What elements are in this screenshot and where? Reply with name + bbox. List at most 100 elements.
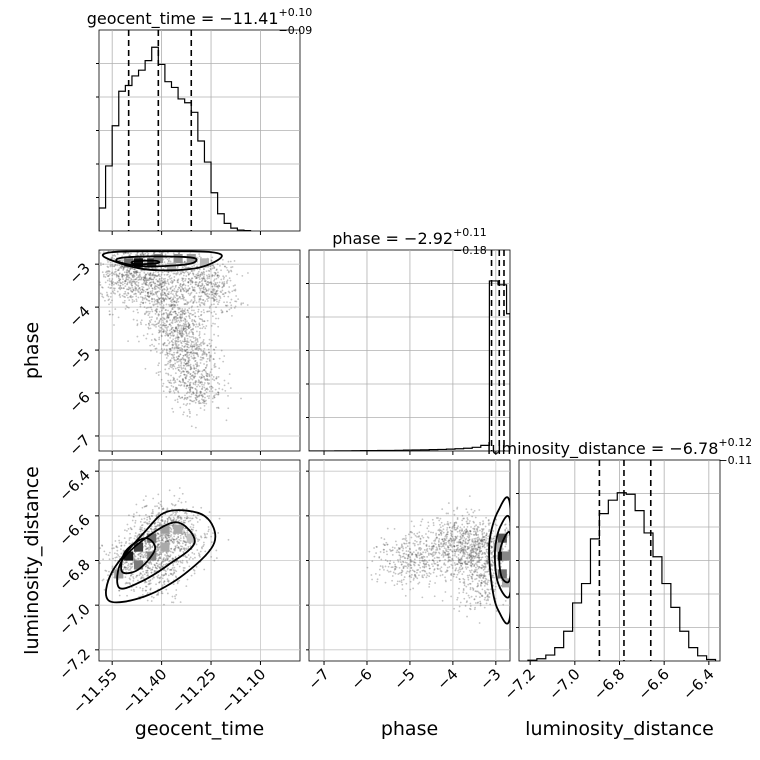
scatter-point	[173, 287, 176, 290]
scatter-point	[204, 400, 206, 403]
scatter-point	[183, 540, 185, 543]
scatter-point	[140, 296, 142, 298]
scatter-point	[193, 366, 196, 369]
scatter-point	[155, 278, 158, 281]
scatter-point	[416, 535, 418, 538]
scatter-point	[222, 293, 225, 296]
scatter-point	[467, 539, 470, 542]
scatter-point	[137, 241, 139, 243]
scatter-point	[483, 546, 486, 549]
scatter-point	[142, 278, 145, 281]
scatter-point	[195, 566, 198, 568]
scatter-point	[160, 539, 163, 542]
scatter-point	[184, 344, 187, 347]
scatter-point	[195, 543, 198, 546]
scatter-point	[463, 551, 465, 554]
scatter-point	[180, 371, 183, 373]
scatter-point	[130, 242, 132, 244]
scatter-point	[476, 556, 479, 559]
scatter-point	[149, 544, 151, 547]
scatter-point	[194, 401, 197, 404]
scatter-point	[178, 330, 181, 333]
scatter-point	[157, 322, 160, 324]
scatter-point	[445, 548, 447, 551]
scatter-point	[170, 601, 173, 604]
scatter-point	[127, 250, 129, 251]
scatter-point	[189, 368, 192, 371]
scatter-point	[174, 329, 177, 332]
scatter-point	[194, 516, 197, 519]
scatter-point	[473, 555, 476, 558]
scatter-point	[160, 335, 163, 338]
scatter-point	[167, 325, 170, 328]
scatter-point	[155, 310, 158, 313]
scatter-point	[431, 547, 433, 550]
scatter-point	[190, 374, 193, 377]
scatter-point	[160, 286, 163, 289]
scatter-point	[152, 278, 155, 281]
scatter-point	[146, 284, 149, 286]
scatter-point	[208, 373, 211, 375]
scatter-point	[149, 545, 152, 548]
scatter-point	[180, 272, 182, 274]
scatter-point	[217, 286, 220, 289]
scatter-point	[463, 529, 466, 532]
scatter-point	[205, 294, 208, 297]
scatter-point	[461, 523, 464, 526]
scatter-point	[484, 564, 487, 566]
scatter-point	[206, 276, 209, 278]
scatter-point	[191, 331, 194, 334]
scatter-point	[139, 289, 142, 291]
scatter-point	[194, 275, 197, 278]
scatter-point	[173, 566, 176, 569]
scatter-point	[482, 565, 485, 568]
scatter-point	[179, 319, 182, 322]
scatter-point	[134, 292, 137, 295]
scatter-point	[183, 312, 185, 315]
scatter-point	[189, 399, 191, 402]
scatter-point	[226, 301, 228, 303]
scatter-point	[174, 339, 177, 342]
scatter-point	[435, 546, 438, 549]
scatter-point	[220, 291, 223, 294]
scatter-point	[174, 310, 177, 313]
scatter-point	[132, 240, 134, 242]
scatter-point	[470, 564, 473, 567]
scatter-point	[187, 364, 190, 367]
scatter-point	[132, 276, 135, 279]
scatter-point	[176, 563, 179, 566]
scatter-point	[200, 377, 203, 379]
scatter-point	[128, 577, 131, 580]
scatter-point	[183, 336, 186, 339]
scatter-point	[170, 334, 172, 337]
scatter-point	[191, 272, 194, 275]
scatter-point	[138, 274, 141, 277]
scatter-point	[198, 331, 201, 333]
scatter-point	[177, 580, 179, 583]
scatter-point	[119, 259, 122, 262]
scatter-point	[211, 315, 214, 318]
scatter-point	[158, 319, 161, 322]
scatter-point	[499, 562, 502, 565]
scatter-point	[163, 342, 166, 345]
scatter-point	[473, 563, 476, 566]
scatter-point	[156, 559, 159, 562]
scatter-point	[193, 290, 196, 293]
scatter-point	[139, 305, 142, 308]
scatter-point	[112, 557, 115, 560]
scatter-point	[480, 574, 483, 577]
scatter-point	[157, 374, 160, 376]
scatter-point	[176, 267, 179, 269]
scatter-point	[170, 539, 172, 542]
scatter-point	[191, 357, 194, 360]
scatter-point	[179, 548, 182, 551]
scatter-point	[213, 292, 216, 295]
scatter-point	[169, 348, 171, 351]
scatter-point	[188, 324, 191, 327]
scatter-point	[152, 304, 155, 307]
scatter-point	[447, 550, 450, 553]
scatter-point	[185, 508, 188, 510]
scatter-point	[156, 295, 159, 298]
scatter-point	[203, 402, 206, 405]
scatter-point	[169, 388, 171, 391]
